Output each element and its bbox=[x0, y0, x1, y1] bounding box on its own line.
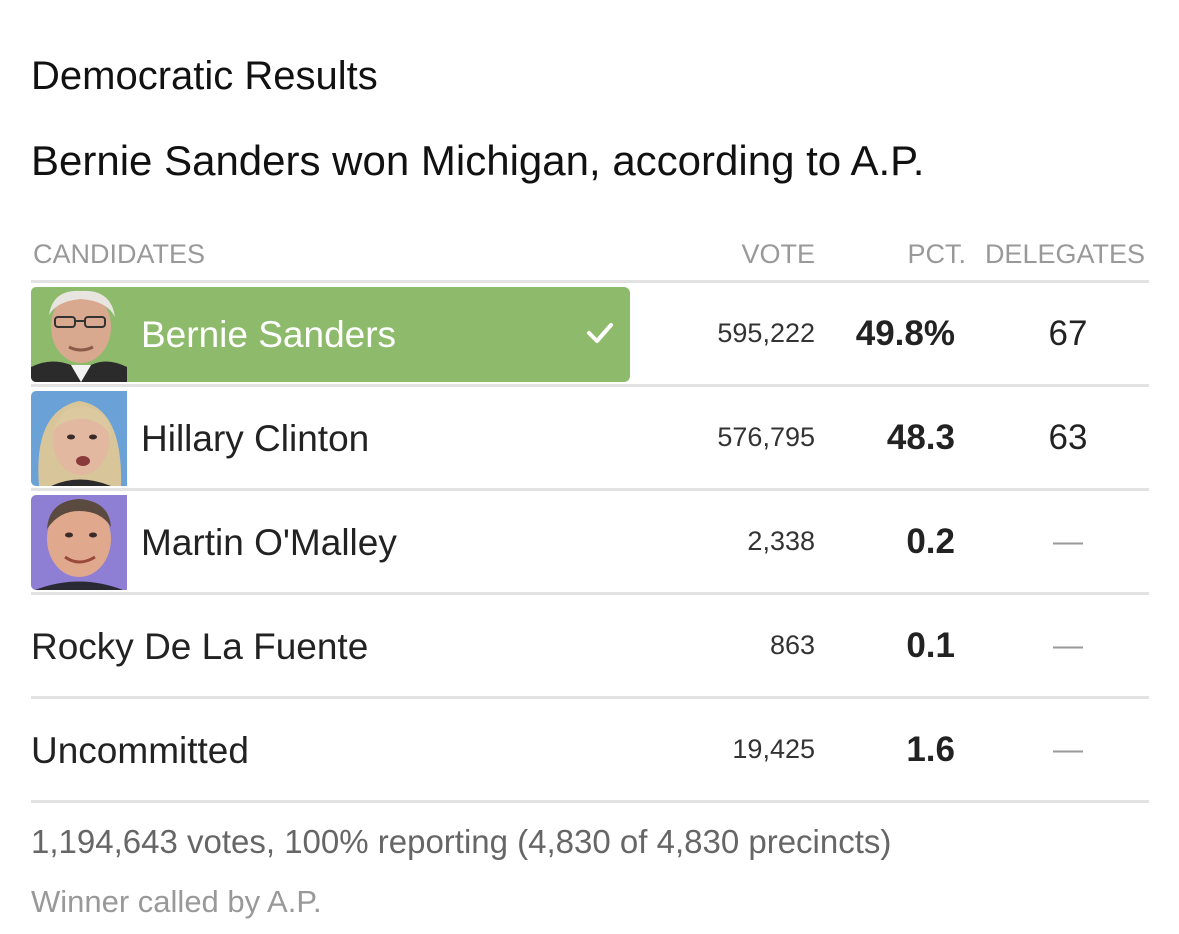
candidate-name: Uncommitted bbox=[31, 729, 249, 771]
vote-count: 19,425 bbox=[732, 734, 815, 764]
vote-count: 576,795 bbox=[717, 422, 815, 452]
table-header: CANDIDATES VOTE PCT. DELEGATES bbox=[31, 230, 1149, 283]
candidate-cell: Martin O'Malley bbox=[31, 495, 630, 590]
candidate-photo bbox=[31, 391, 127, 486]
table-row[interactable]: Rocky De La Fuente 863 0.1 — bbox=[31, 595, 1149, 699]
results-table: CANDIDATES VOTE PCT. DELEGATES bbox=[31, 230, 1149, 803]
winner-caller-note: Winner called by A.P. bbox=[31, 884, 322, 919]
section-title: Democratic Results bbox=[31, 54, 378, 98]
vote-percentage: 0.1 bbox=[906, 626, 955, 665]
candidate-photo bbox=[31, 495, 127, 590]
candidate-cell: Hillary Clinton bbox=[31, 391, 630, 486]
candidate-cell: Rocky De La Fuente bbox=[31, 599, 630, 694]
vote-count: 595,222 bbox=[717, 318, 815, 348]
winner-candidate-cell: Bernie Sanders bbox=[31, 287, 630, 382]
candidate-name: Bernie Sanders bbox=[141, 313, 397, 355]
vote-percentage: 49.8% bbox=[855, 314, 955, 353]
candidate-name: Hillary Clinton bbox=[141, 417, 370, 459]
checkmark-icon bbox=[587, 323, 613, 343]
header-delegates: DELEGATES bbox=[984, 239, 1145, 269]
delegate-count: 67 bbox=[1048, 314, 1088, 353]
candidate-photo bbox=[31, 287, 127, 382]
candidate-name: Martin O'Malley bbox=[141, 521, 397, 563]
candidate-cell: Uncommitted bbox=[31, 703, 630, 798]
martin-omalley-photo bbox=[31, 495, 127, 590]
table-row[interactable]: Uncommitted 19,425 1.6 — bbox=[31, 699, 1149, 803]
header-pct: PCT. bbox=[907, 239, 966, 269]
delegate-count: — bbox=[1053, 733, 1083, 766]
vote-percentage: 48.3 bbox=[886, 418, 955, 457]
vote-percentage: 1.6 bbox=[906, 730, 955, 769]
delegate-count: 63 bbox=[1048, 418, 1088, 457]
vote-count: 863 bbox=[769, 630, 815, 660]
table-row[interactable]: Martin O'Malley 2,338 0.2 — bbox=[31, 491, 1149, 595]
vote-percentage: 0.2 bbox=[906, 522, 955, 561]
table-row[interactable]: Bernie Sanders 595,222 49.8% 67 bbox=[31, 283, 1149, 387]
vote-count: 2,338 bbox=[747, 526, 815, 556]
header-candidates: CANDIDATES bbox=[33, 239, 206, 269]
header-vote: VOTE bbox=[741, 239, 815, 269]
candidate-name: Rocky De La Fuente bbox=[31, 625, 369, 667]
hillary-clinton-photo bbox=[31, 391, 127, 486]
delegate-count: — bbox=[1053, 525, 1083, 558]
results-headline: Bernie Sanders won Michigan, according t… bbox=[31, 137, 925, 184]
bernie-sanders-photo bbox=[31, 287, 127, 382]
delegate-count: — bbox=[1053, 629, 1083, 662]
table-row[interactable]: Hillary Clinton 576,795 48.3 63 bbox=[31, 387, 1149, 491]
reporting-stats: 1,194,643 votes, 100% reporting (4,830 o… bbox=[31, 823, 892, 860]
